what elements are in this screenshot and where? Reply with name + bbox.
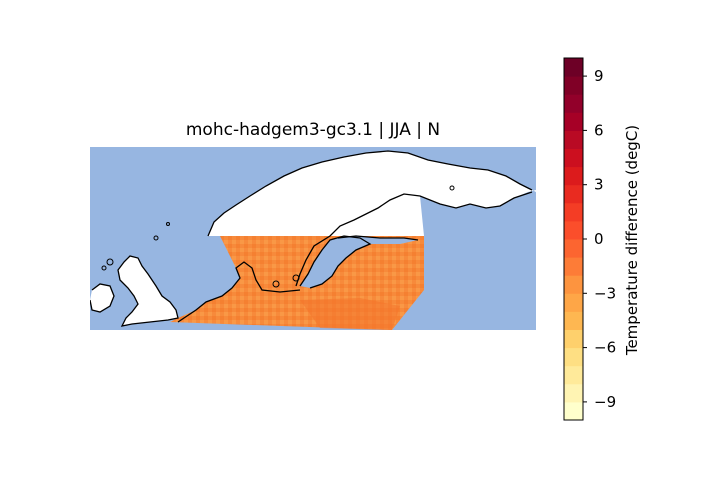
colorbar-segment	[564, 76, 583, 95]
colorbar-segment	[564, 202, 583, 222]
colorbar-segment	[564, 220, 583, 240]
colorbar-segment	[564, 329, 583, 349]
map-title: mohc-hadgem3-gc3.1 | JJA | N	[185, 120, 441, 140]
land-scandinavia	[208, 147, 536, 236]
colorbar-segment	[564, 130, 583, 149]
data-field-south	[300, 298, 400, 330]
colorbar-segment	[564, 94, 583, 113]
colorbar-segment	[564, 383, 583, 403]
colorbar-segment	[564, 293, 583, 312]
colorbar	[564, 58, 583, 421]
colorbar-segment	[564, 166, 583, 186]
colorbar-segment	[564, 58, 583, 77]
colorbar-segment	[564, 257, 583, 276]
colorbar-frame	[563, 57, 584, 421]
colorbar-tick-label: −9	[594, 393, 616, 411]
colorbar-tick-label: −6	[594, 339, 616, 357]
land-ireland	[90, 284, 114, 312]
colorbar-segment	[564, 148, 583, 168]
colorbar-segment	[564, 112, 583, 131]
colorbar-segment	[564, 365, 583, 385]
colorbar-tick-label: −3	[594, 284, 616, 302]
baltic-sea	[300, 236, 370, 288]
colorbar-tick-label: 0	[594, 230, 604, 248]
colorbar-segment	[564, 239, 583, 258]
colorbar-segment	[564, 311, 583, 330]
colorbar-segment	[564, 184, 583, 204]
land-great-britain	[118, 256, 178, 326]
colorbar-segment	[564, 275, 583, 294]
colorbar-tick-label: 9	[594, 67, 604, 85]
colorbar-tick-label: 6	[594, 121, 604, 139]
colorbar-label: Temperature difference (degC)	[623, 125, 641, 356]
colorbar-segment	[564, 401, 583, 421]
colorbar-segment	[564, 347, 583, 367]
colorbar-tick-label: 3	[594, 176, 604, 194]
land-finland	[330, 194, 424, 236]
colorbar-ticks: 9 6 3 0 −3 −6 −9	[583, 67, 616, 411]
